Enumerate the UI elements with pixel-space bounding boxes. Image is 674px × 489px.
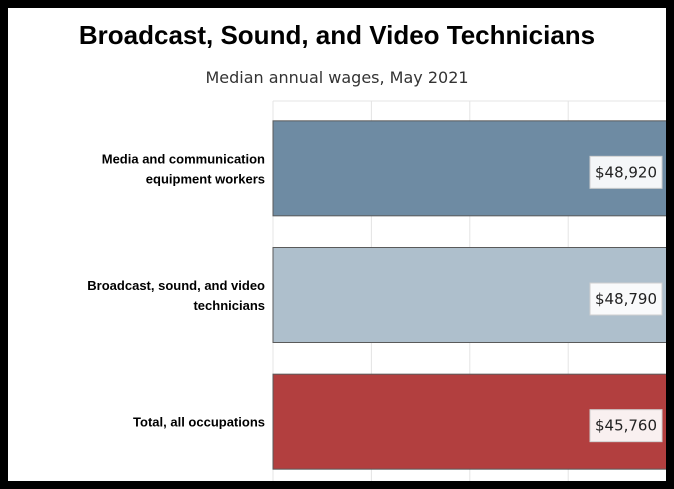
category-label: Broadcast, sound, and video technicians	[87, 278, 265, 313]
chart-title: Broadcast, Sound, and Video Technicians	[78, 20, 596, 50]
bar-group: Total, all occupations $45,760	[133, 373, 666, 470]
value-label-box	[589, 155, 663, 189]
value-label-box	[589, 282, 663, 316]
value-label: $45,760	[595, 417, 657, 435]
bar-group: Media and communication equipment workers…	[102, 120, 666, 217]
value-label: $48,790	[595, 290, 657, 308]
bar-chart: Media and communication equipment workers…	[87, 100, 666, 481]
category-label: Media and communication equipment workers	[102, 151, 265, 186]
value-label-box	[589, 409, 663, 443]
bar-group: Broadcast, sound, and video technicians $4…	[87, 247, 666, 343]
chart-subtitle: Median annual wages, May 2021	[205, 68, 469, 87]
category-label: Total, all occupations	[133, 415, 265, 430]
value-label: $48,920	[595, 163, 657, 181]
chart-frame: Broadcast, Sound, and Video Technicians …	[8, 8, 666, 481]
